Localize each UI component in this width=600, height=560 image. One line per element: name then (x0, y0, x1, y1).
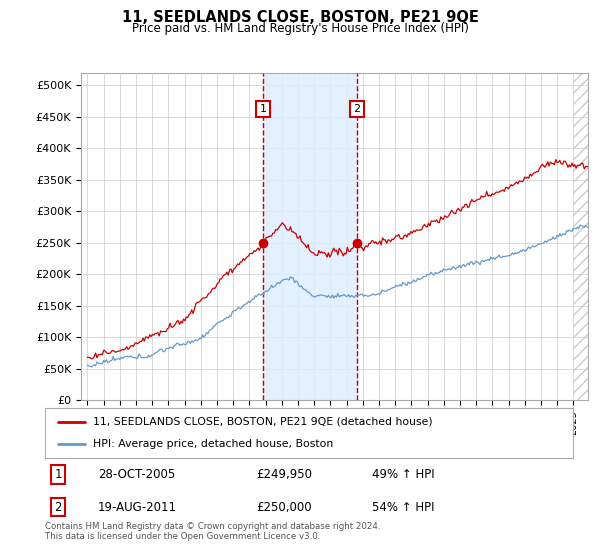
Text: 11, SEEDLANDS CLOSE, BOSTON, PE21 9QE: 11, SEEDLANDS CLOSE, BOSTON, PE21 9QE (122, 10, 478, 25)
Text: 28-OCT-2005: 28-OCT-2005 (98, 468, 175, 480)
Text: £250,000: £250,000 (256, 501, 312, 514)
Text: HPI: Average price, detached house, Boston: HPI: Average price, detached house, Bost… (92, 439, 333, 449)
Text: 54% ↑ HPI: 54% ↑ HPI (373, 501, 435, 514)
Text: 1: 1 (259, 104, 266, 114)
Text: 11, SEEDLANDS CLOSE, BOSTON, PE21 9QE (detached house): 11, SEEDLANDS CLOSE, BOSTON, PE21 9QE (d… (92, 417, 432, 427)
Text: 2: 2 (55, 501, 62, 514)
Text: Contains HM Land Registry data © Crown copyright and database right 2024.
This d: Contains HM Land Registry data © Crown c… (45, 522, 380, 542)
Text: £249,950: £249,950 (256, 468, 312, 480)
Text: 49% ↑ HPI: 49% ↑ HPI (373, 468, 435, 480)
Bar (263, 73, 357, 400)
Bar (574, 73, 600, 400)
Text: Price paid vs. HM Land Registry's House Price Index (HPI): Price paid vs. HM Land Registry's House … (131, 22, 469, 35)
Text: 2: 2 (353, 104, 361, 114)
Text: 19-AUG-2011: 19-AUG-2011 (98, 501, 177, 514)
Text: 1: 1 (55, 468, 62, 480)
